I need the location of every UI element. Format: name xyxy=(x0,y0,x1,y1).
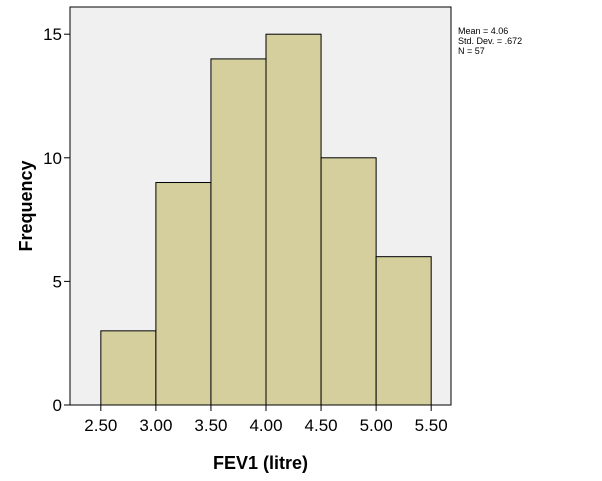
histogram-bar-6 xyxy=(375,256,432,406)
y-tick-label: 0 xyxy=(53,396,62,415)
summary-statistics: Mean = 4.06 Std. Dev. = .672 N = 57 xyxy=(458,26,522,56)
x-tick-label: 4.00 xyxy=(249,416,282,435)
bars-group xyxy=(100,33,432,406)
n-stat: N = 57 xyxy=(458,46,485,56)
x-axis-label: FEV1 (litre) xyxy=(213,453,308,473)
x-tick-label: 3.00 xyxy=(139,416,172,435)
x-tick-label: 3.50 xyxy=(194,416,227,435)
histogram-bar-4 xyxy=(265,33,322,406)
x-tick-label: 5.00 xyxy=(360,416,393,435)
y-axis-label: Frequency xyxy=(16,160,36,251)
y-tick-label: 10 xyxy=(43,149,62,168)
x-tick-label: 5.50 xyxy=(415,416,448,435)
histogram-bar-5 xyxy=(320,157,377,406)
histogram-bar-3 xyxy=(210,58,267,406)
x-tick-label: 2.50 xyxy=(84,416,117,435)
std-dev-stat: Std. Dev. = .672 xyxy=(458,36,523,46)
mean-stat: Mean = 4.06 xyxy=(458,26,509,36)
y-tick-label: 5 xyxy=(53,272,62,291)
x-axis: 2.50 3.00 3.50 4.00 4.50 5.00 5.50 xyxy=(84,405,448,435)
y-tick-label: 15 xyxy=(43,25,62,44)
y-axis: 0 5 10 15 xyxy=(43,25,70,415)
histogram-bar-2 xyxy=(155,182,212,406)
x-tick-label: 4.50 xyxy=(305,416,338,435)
histogram-bar-1 xyxy=(100,330,157,406)
